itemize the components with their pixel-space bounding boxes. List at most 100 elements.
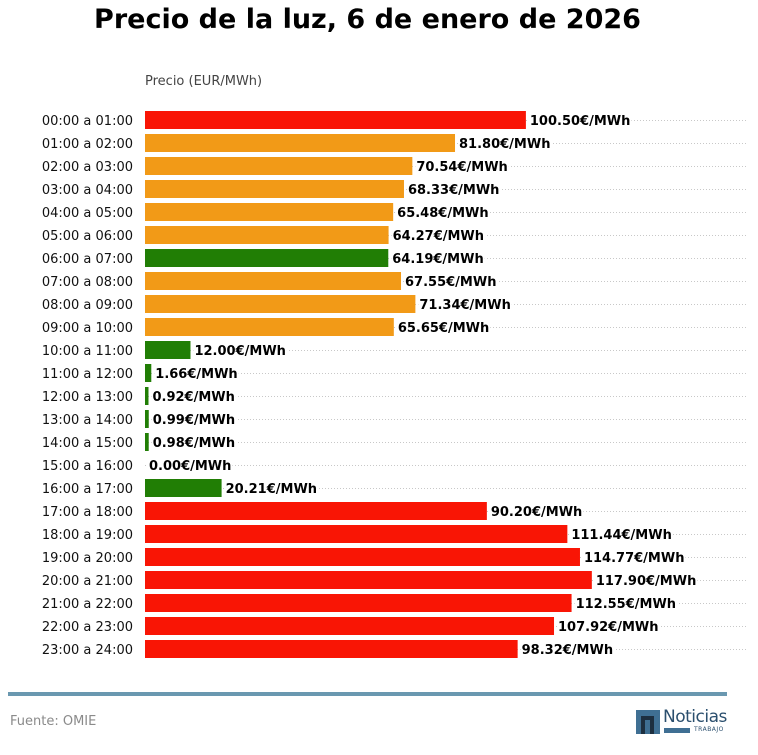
logo-text: Noticias — [663, 707, 727, 727]
bar — [145, 157, 413, 175]
category-label: 10:00 a 11:00 — [42, 344, 133, 359]
data-label: 64.27€/MWh — [393, 229, 484, 244]
bar — [145, 111, 526, 129]
data-label: 70.54€/MWh — [416, 160, 507, 175]
category-label: 12:00 a 13:00 — [42, 390, 133, 405]
bar — [145, 226, 389, 244]
data-label-background — [151, 436, 237, 451]
bar — [145, 594, 572, 612]
x-axis-label: Precio (EUR/MWh) — [145, 74, 263, 89]
bar — [145, 203, 394, 221]
data-label-background — [594, 574, 698, 589]
data-label-background — [415, 160, 509, 175]
data-label-background — [151, 390, 236, 405]
category-label: 15:00 a 16:00 — [42, 459, 133, 474]
bar — [145, 410, 149, 428]
data-label: 90.20€/MWh — [491, 505, 582, 520]
data-label: 98.32€/MWh — [522, 643, 613, 658]
data-label: 111.44€/MWh — [571, 528, 672, 543]
bar — [145, 433, 149, 451]
category-label: 14:00 a 15:00 — [42, 436, 133, 451]
category-label: 02:00 a 03:00 — [42, 160, 133, 175]
data-label-background — [557, 620, 660, 635]
data-label-background — [489, 505, 584, 520]
data-label-background — [404, 275, 498, 290]
data-label: 71.34€/MWh — [419, 298, 510, 313]
category-label: 18:00 a 19:00 — [42, 528, 133, 543]
bar — [145, 387, 149, 405]
data-label-background — [520, 643, 615, 658]
noticias-trabajo-logo: Noticias TRABAJO — [636, 707, 731, 735]
bar — [145, 548, 580, 566]
data-label-background — [574, 597, 678, 612]
data-label-background — [154, 367, 239, 382]
bar — [145, 479, 222, 497]
data-label-background — [396, 206, 490, 221]
data-label: 114.77€/MWh — [584, 551, 685, 566]
category-label: 21:00 a 22:00 — [42, 597, 133, 612]
chart-title: Precio de la luz, 6 de enero de 2026 — [94, 4, 641, 35]
category-label: 16:00 a 17:00 — [42, 482, 133, 497]
logo-subtext: TRABAJO — [694, 726, 724, 733]
data-label: 65.65€/MWh — [398, 321, 489, 336]
data-label: 100.50€/MWh — [530, 114, 631, 129]
data-label: 0.99€/MWh — [153, 413, 235, 428]
data-label-background — [396, 321, 491, 336]
bar — [145, 295, 416, 313]
data-label-background — [406, 183, 501, 198]
category-label: 00:00 a 01:00 — [42, 114, 133, 129]
category-label: 07:00 a 08:00 — [42, 275, 133, 290]
data-label-background — [418, 298, 512, 313]
bar — [145, 249, 389, 267]
category-label: 08:00 a 09:00 — [42, 298, 133, 313]
category-label: 13:00 a 14:00 — [42, 413, 133, 428]
category-label: 06:00 a 07:00 — [42, 252, 133, 267]
category-label: 20:00 a 21:00 — [42, 574, 133, 589]
category-label: 04:00 a 05:00 — [42, 206, 133, 221]
category-label: 05:00 a 06:00 — [42, 229, 133, 244]
bar — [145, 341, 191, 359]
category-label: 03:00 a 04:00 — [42, 183, 133, 198]
data-label: 20.21€/MWh — [226, 482, 317, 497]
category-label: 11:00 a 12:00 — [42, 367, 133, 382]
logo-bar — [664, 728, 690, 733]
bar — [145, 364, 152, 382]
logo-mark-icon — [636, 710, 660, 734]
data-label: 81.80€/MWh — [459, 137, 550, 152]
category-label: 09:00 a 10:00 — [42, 321, 133, 336]
logo-n-icon — [641, 716, 654, 734]
bar-chart: 00:00 a 01:00 100.50€/MWh 01:00 a 02:00 81.… — [42, 111, 748, 658]
bar — [145, 571, 592, 589]
data-label: 107.92€/MWh — [558, 620, 659, 635]
data-label-background — [458, 137, 552, 152]
bar — [145, 272, 402, 290]
data-label-background — [391, 252, 485, 267]
data-label: 0.00€/MWh — [149, 459, 231, 474]
data-label: 0.92€/MWh — [152, 390, 234, 405]
data-label: 65.48€/MWh — [397, 206, 488, 221]
bar — [145, 640, 518, 658]
data-label-background — [148, 459, 233, 474]
bar — [145, 617, 555, 635]
data-label-background — [528, 114, 632, 129]
data-label-background — [151, 413, 237, 428]
footer-divider — [8, 692, 727, 696]
data-label-background — [224, 482, 319, 497]
data-label: 12.00€/MWh — [194, 344, 285, 359]
data-label: 67.55€/MWh — [405, 275, 496, 290]
category-label: 17:00 a 18:00 — [42, 505, 133, 520]
data-label: 117.90€/MWh — [596, 574, 697, 589]
category-label: 22:00 a 23:00 — [42, 620, 133, 635]
category-label: 23:00 a 24:00 — [42, 643, 133, 658]
data-label-background — [570, 528, 673, 543]
bar — [145, 180, 404, 198]
data-label: 64.19€/MWh — [392, 252, 483, 267]
data-label: 112.55€/MWh — [576, 597, 677, 612]
bar — [145, 502, 487, 520]
bar — [145, 134, 456, 152]
source-note: Fuente: OMIE — [10, 714, 97, 729]
data-label-background — [582, 551, 686, 566]
data-label: 0.98€/MWh — [153, 436, 235, 451]
data-label-background — [391, 229, 486, 244]
bar — [145, 525, 568, 543]
